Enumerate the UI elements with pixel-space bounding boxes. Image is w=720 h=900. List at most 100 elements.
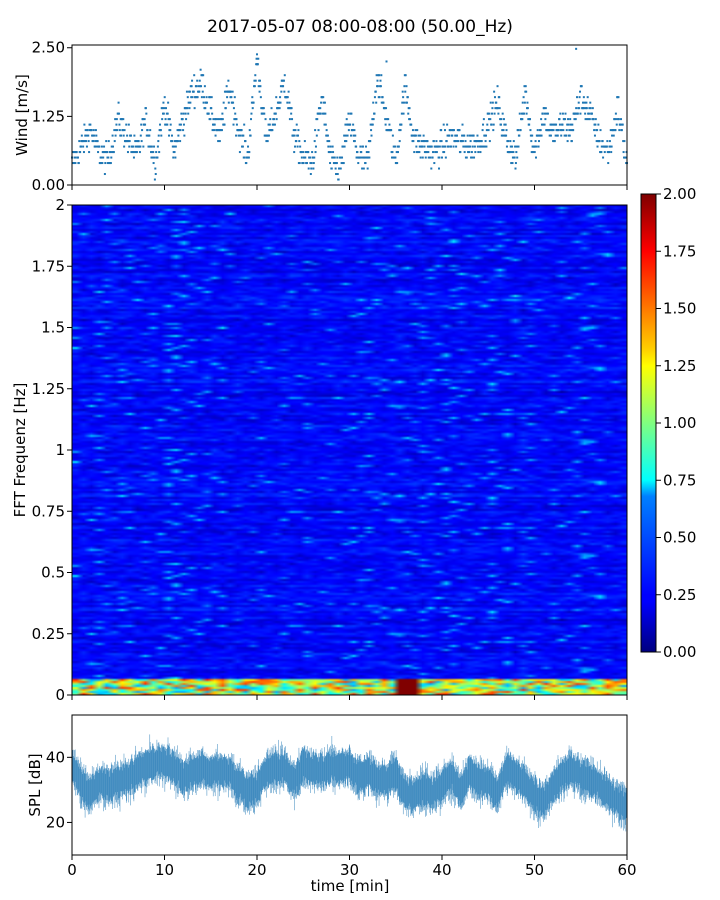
- wind-point: [88, 151, 91, 154]
- wind-point: [385, 107, 388, 110]
- wind-point: [74, 162, 77, 165]
- wind-point: [592, 118, 595, 121]
- wind-point: [326, 140, 329, 143]
- wind-point: [224, 107, 227, 110]
- wind-point: [373, 112, 376, 115]
- wind-point: [279, 96, 282, 99]
- wind-point: [421, 145, 424, 148]
- wind-ylabel: Wind [m/s]: [13, 74, 31, 156]
- wind-point: [438, 156, 441, 159]
- spectrogram-panel: 0 0.25 0.5 0.75 1 1.25 1.5 1.75 2 FFT Frequenz […: [11, 196, 628, 704]
- wind-point: [273, 118, 276, 121]
- wind-point: [308, 156, 311, 159]
- wind-point: [540, 134, 543, 137]
- wind-point: [335, 162, 338, 165]
- wind-point: [561, 112, 564, 115]
- wind-point: [514, 162, 517, 165]
- wind-point: [462, 145, 465, 148]
- wind-point: [482, 118, 485, 121]
- spec-y-tick-label-8: 2: [55, 196, 65, 214]
- wind-point: [244, 140, 247, 143]
- colorbar: 0.00 0.25 0.50 0.75 1.00 1.25 1.50 1.75 2.00: [640, 185, 696, 661]
- wind-point: [490, 112, 493, 115]
- wind-point: [190, 85, 193, 88]
- wind-point: [132, 145, 135, 148]
- spl-y-tick-label-1: 40: [46, 748, 65, 766]
- wind-point: [256, 63, 259, 66]
- wind-point: [110, 145, 113, 148]
- wind-point: [201, 90, 204, 93]
- spl-x-tick-label-2: 20: [247, 861, 266, 879]
- wind-point: [270, 107, 273, 110]
- wind-point: [582, 96, 585, 99]
- wind-point: [83, 140, 86, 143]
- wind-point: [492, 123, 495, 126]
- wind-point: [173, 145, 176, 148]
- wind-point: [554, 134, 557, 137]
- wind-point: [180, 112, 183, 115]
- wind-point: [424, 156, 427, 159]
- wind-point: [317, 129, 320, 132]
- wind-point: [422, 134, 425, 137]
- wind-point: [281, 79, 284, 82]
- wind-point: [283, 90, 286, 93]
- wind-point: [391, 156, 394, 159]
- wind-point: [402, 96, 405, 99]
- wind-point: [279, 101, 282, 104]
- wind-point: [104, 162, 107, 165]
- wind-point: [123, 129, 126, 132]
- wind-point: [126, 151, 129, 154]
- wind-point: [283, 74, 286, 77]
- wind-point: [469, 145, 472, 148]
- wind-point: [197, 85, 200, 88]
- wind-point: [565, 129, 568, 132]
- wind-point: [143, 118, 146, 121]
- wind-point: [423, 140, 426, 143]
- wind-point: [227, 101, 230, 104]
- wind-point: [220, 118, 223, 121]
- wind-point: [331, 156, 334, 159]
- wind-point: [525, 112, 528, 115]
- wind-point: [587, 112, 590, 115]
- wind-point: [527, 118, 530, 121]
- wind-point: [543, 123, 546, 126]
- wind-point: [198, 79, 201, 82]
- wind-point: [539, 129, 542, 132]
- wind-point: [502, 129, 505, 132]
- wind-point: [127, 140, 130, 143]
- wind-point: [510, 151, 513, 154]
- wind-point: [419, 156, 422, 159]
- wind-point: [349, 134, 352, 137]
- wind-point: [414, 129, 417, 132]
- wind-point: [521, 118, 524, 121]
- wind-point: [152, 151, 155, 154]
- wind-point: [523, 85, 526, 88]
- wind-point: [302, 162, 305, 165]
- spec-y-tick-label-6: 1.5: [41, 319, 65, 337]
- wind-point: [609, 129, 612, 132]
- wind-point: [248, 129, 251, 132]
- wind-point: [97, 151, 100, 154]
- wind-point: [516, 156, 519, 159]
- wind-point: [313, 156, 316, 159]
- wind-point: [411, 134, 414, 137]
- wind-point: [427, 151, 430, 154]
- wind-point: [497, 112, 500, 115]
- wind-point: [511, 162, 514, 165]
- spectrogram-xticks: [71, 695, 628, 700]
- wind-point: [570, 129, 573, 132]
- wind-point: [383, 107, 386, 110]
- wind-point: [247, 145, 250, 148]
- wind-point: [351, 129, 354, 132]
- wind-point: [83, 123, 86, 126]
- wind-point: [622, 151, 625, 154]
- wind-point: [418, 145, 421, 148]
- wind-point: [96, 140, 99, 143]
- wind-point: [512, 151, 515, 154]
- wind-point: [535, 145, 538, 148]
- wind-point: [313, 140, 316, 143]
- wind-point: [540, 123, 543, 126]
- wind-point: [307, 151, 310, 154]
- wind-point: [254, 74, 257, 77]
